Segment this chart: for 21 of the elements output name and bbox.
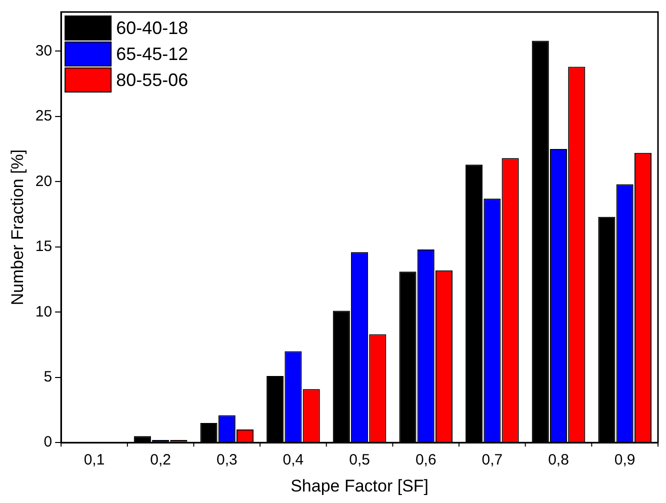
x-tick-label: 0,4 — [282, 452, 304, 469]
x-tick-label: 0,7 — [482, 452, 503, 469]
y-tick-label: 30 — [35, 42, 52, 60]
y-tick-label: 5 — [44, 368, 52, 386]
y-tick-label: 15 — [35, 238, 52, 256]
y-axis-title: Number Fraction [%] — [8, 149, 27, 306]
x-tick-label: 0,2 — [150, 452, 171, 469]
x-tick-label: 0,1 — [84, 452, 105, 469]
legend-label: 65-45-12 — [116, 44, 188, 64]
y-tick-label: 10 — [35, 303, 52, 320]
x-tick-label: 0,3 — [216, 452, 238, 469]
x-tick-label: 0,6 — [415, 452, 436, 469]
x-axis-title: Shape Factor [SF] — [290, 476, 429, 496]
x-tick-label: 0,9 — [614, 452, 636, 469]
legend-label: 60-40-18 — [116, 18, 188, 38]
y-tick-label: 20 — [35, 172, 52, 190]
x-tick-label: 0,8 — [548, 452, 569, 469]
x-tick-label: 0,5 — [349, 452, 370, 469]
y-tick-label: 25 — [35, 108, 52, 125]
y-tick-label: 0 — [44, 434, 52, 451]
legend-label: 80-55-06 — [116, 70, 188, 90]
